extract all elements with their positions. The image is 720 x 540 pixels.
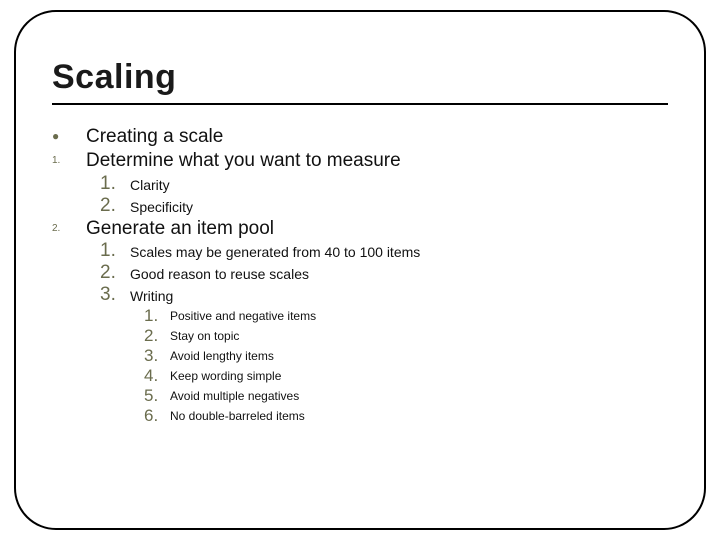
item-2-row: 2. Generate an item pool bbox=[52, 217, 668, 241]
item-2-3-row: 3. Writing bbox=[100, 284, 668, 306]
item-2-3-2-marker: 2. bbox=[144, 326, 170, 346]
item-2-3-6-text: No double-barreled items bbox=[170, 406, 305, 423]
slide-title: Scaling bbox=[52, 58, 668, 105]
item-2-2-marker: 2. bbox=[100, 262, 130, 284]
item-2-marker: 2. bbox=[52, 217, 86, 234]
item-1-marker: 1. bbox=[52, 149, 86, 166]
item-2-3-4-row: 4. Keep wording simple bbox=[144, 366, 668, 386]
item-1-1-marker: 1. bbox=[100, 173, 130, 195]
item-2-3-3-text: Avoid lengthy items bbox=[170, 346, 274, 363]
slide: Scaling ● Creating a scale 1. Determine … bbox=[0, 0, 720, 540]
item-2-3-3-row: 3. Avoid lengthy items bbox=[144, 346, 668, 366]
item-2-1-row: 1. Scales may be generated from 40 to 10… bbox=[100, 240, 668, 262]
item-1-row: 1. Determine what you want to measure bbox=[52, 149, 668, 173]
item-2-3-2-row: 2. Stay on topic bbox=[144, 326, 668, 346]
item-2-3-5-row: 5. Avoid multiple negatives bbox=[144, 386, 668, 406]
item-2-3-4-text: Keep wording simple bbox=[170, 366, 281, 383]
item-2-2-row: 2. Good reason to reuse scales bbox=[100, 262, 668, 284]
item-2-3-5-text: Avoid multiple negatives bbox=[170, 386, 299, 403]
bullet-marker: ● bbox=[52, 125, 86, 143]
item-2-3-1-text: Positive and negative items bbox=[170, 306, 316, 323]
item-2-1-text: Scales may be generated from 40 to 100 i… bbox=[130, 240, 420, 260]
item-2-3-text: Writing bbox=[130, 284, 173, 304]
bullet-row: ● Creating a scale bbox=[52, 125, 668, 149]
bullet-text: Creating a scale bbox=[86, 125, 223, 149]
item-2-3-1-marker: 1. bbox=[144, 306, 170, 326]
item-2-3-6-row: 6. No double-barreled items bbox=[144, 406, 668, 426]
item-2-1-marker: 1. bbox=[100, 240, 130, 262]
item-2-3-5-marker: 5. bbox=[144, 386, 170, 406]
item-1-2-row: 2. Specificity bbox=[100, 195, 668, 217]
item-2-3-3-marker: 3. bbox=[144, 346, 170, 366]
item-2-3-marker: 3. bbox=[100, 284, 130, 306]
slide-content: Scaling ● Creating a scale 1. Determine … bbox=[52, 58, 668, 426]
item-1-text: Determine what you want to measure bbox=[86, 149, 401, 173]
item-2-3-1-row: 1. Positive and negative items bbox=[144, 306, 668, 326]
item-2-3-6-marker: 6. bbox=[144, 406, 170, 426]
item-1-2-marker: 2. bbox=[100, 195, 130, 217]
item-2-text: Generate an item pool bbox=[86, 217, 274, 241]
item-1-1-text: Clarity bbox=[130, 173, 170, 193]
item-1-2-text: Specificity bbox=[130, 195, 193, 215]
item-2-2-text: Good reason to reuse scales bbox=[130, 262, 309, 282]
item-2-3-2-text: Stay on topic bbox=[170, 326, 239, 343]
item-1-1-row: 1. Clarity bbox=[100, 173, 668, 195]
item-2-3-4-marker: 4. bbox=[144, 366, 170, 386]
